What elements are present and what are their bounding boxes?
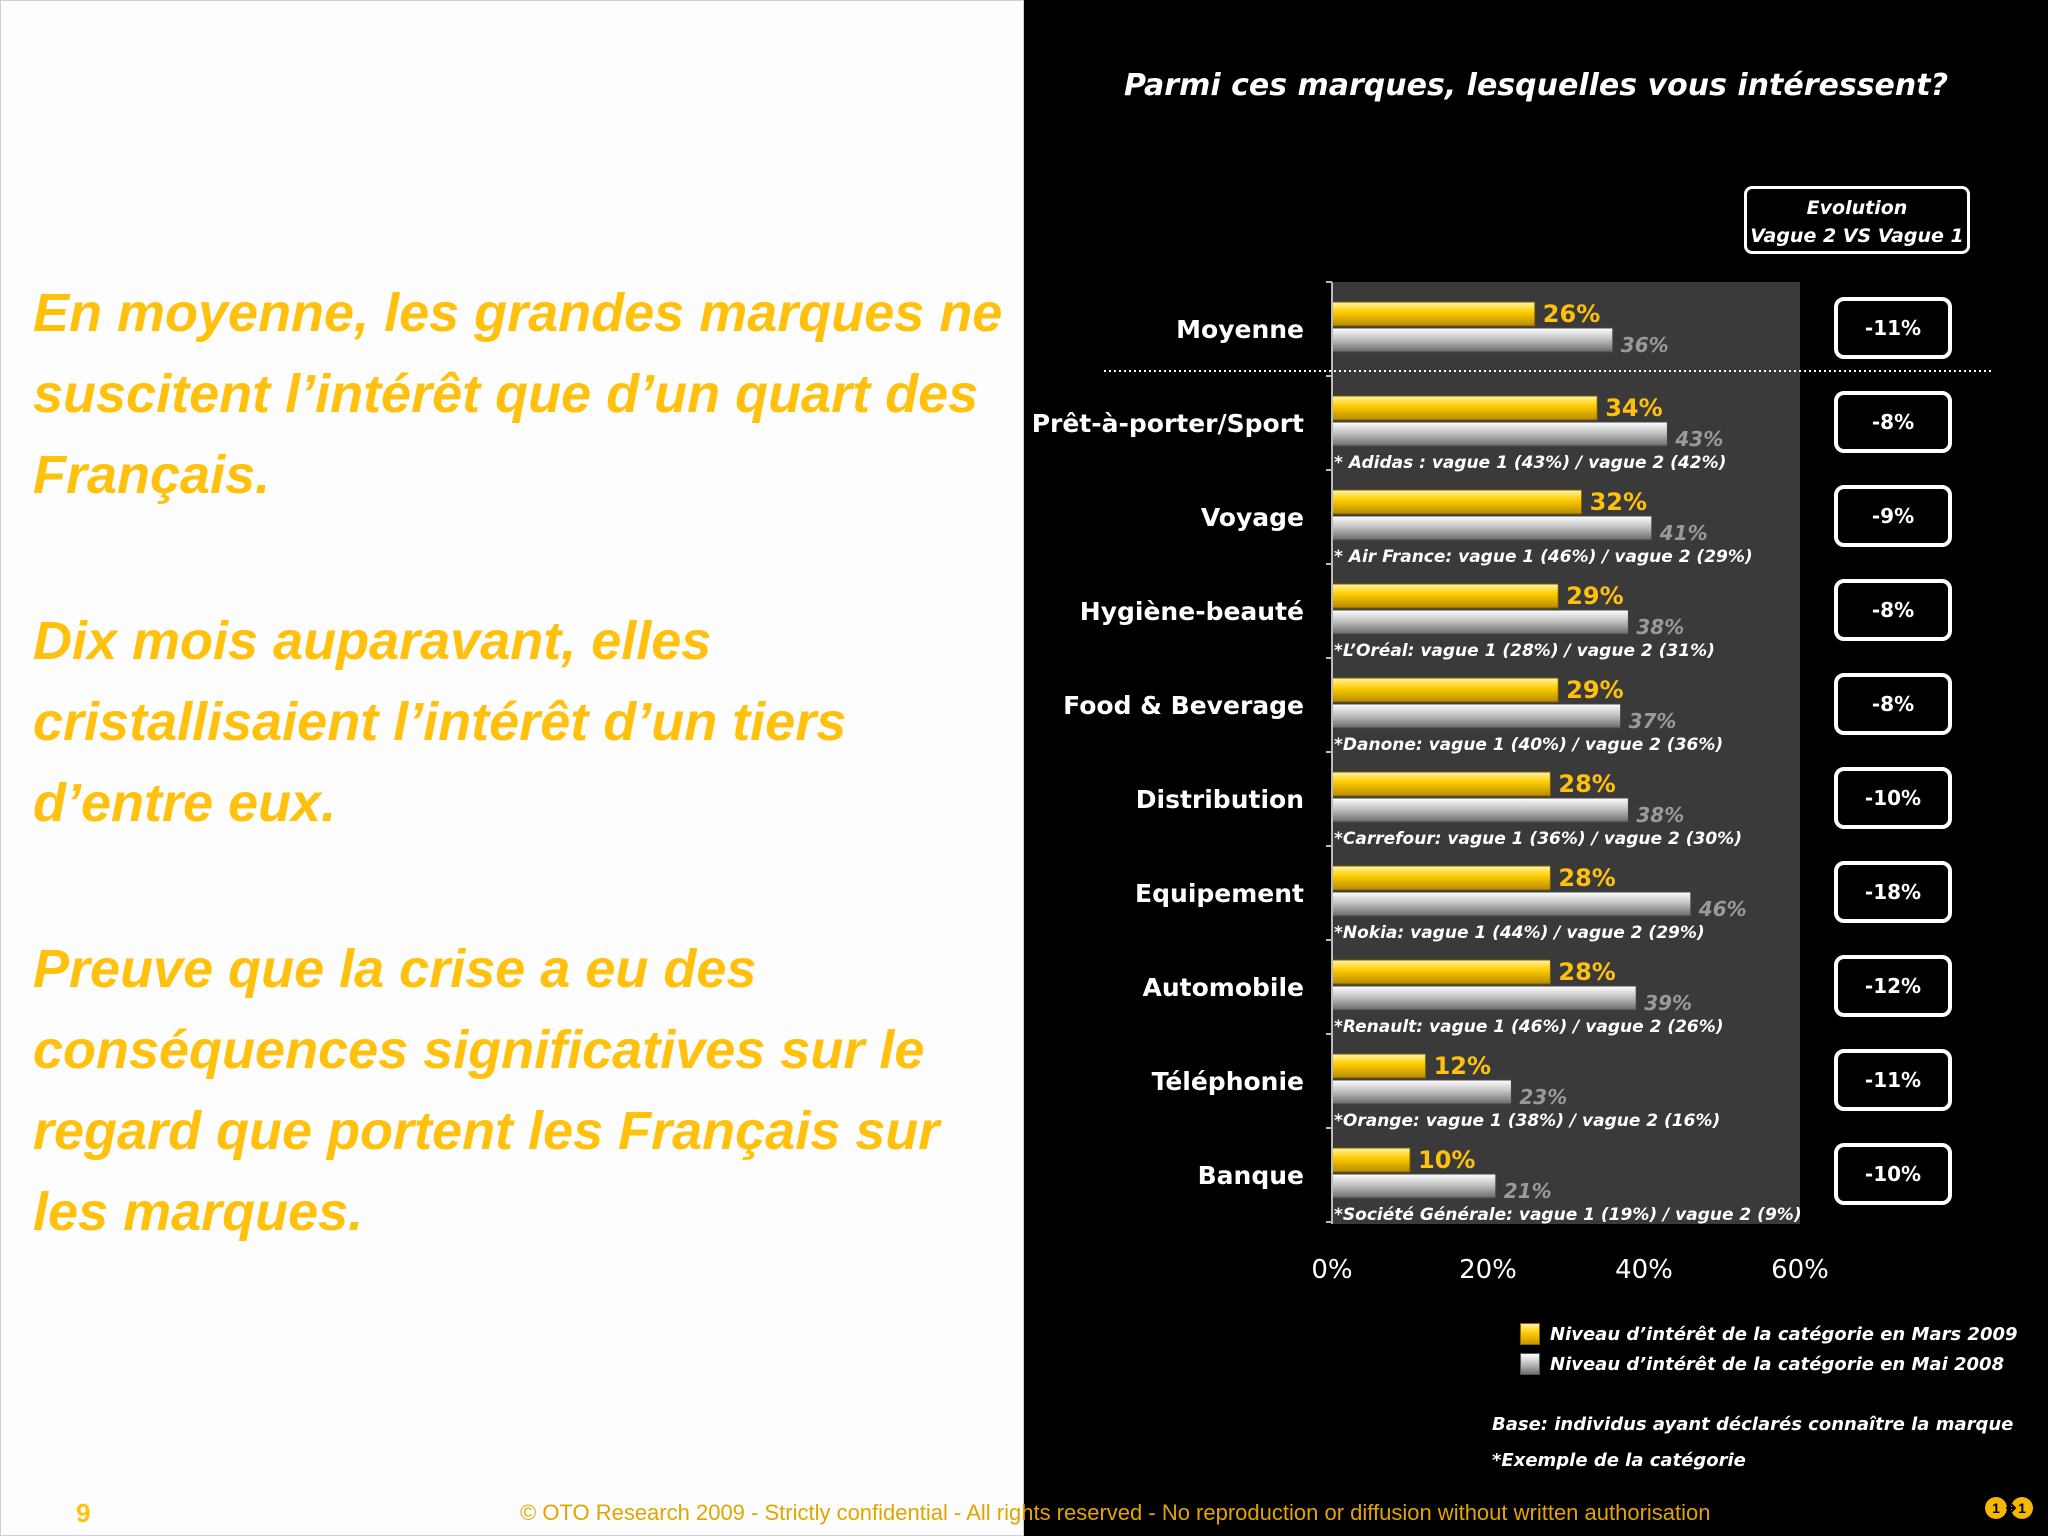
evolution-badge: -10% (1834, 1143, 1952, 1205)
bar-2008 (1331, 609, 1629, 635)
svg-text:1: 1 (2018, 1500, 2026, 1516)
data-label-2008: 38% (1636, 615, 1684, 639)
legend-swatch-2008 (1520, 1353, 1540, 1375)
bar-2009 (1331, 677, 1559, 703)
evolution-badge: -8% (1834, 579, 1952, 641)
legend-swatch-2009 (1520, 1323, 1540, 1345)
category-example-annotation: *Renault: vague 1 (46%) / vague 2 (26%) (1334, 1017, 1724, 1037)
data-label-2009: 26% (1543, 300, 1600, 328)
commentary-paragraph-2: Dix mois auparavant, elles cristallisaie… (33, 611, 847, 833)
bar-2008 (1331, 797, 1629, 823)
bar-2008 (1331, 891, 1692, 917)
category-label: Moyenne (1176, 315, 1304, 344)
data-label-2009: 34% (1605, 394, 1662, 422)
bar-2009 (1331, 301, 1536, 327)
svg-text:1: 1 (1992, 1500, 2000, 1516)
category-label: Téléphonie (1152, 1067, 1304, 1096)
bar-2009 (1331, 489, 1583, 515)
category-label: Automobile (1143, 973, 1305, 1002)
data-label-2009: 28% (1558, 770, 1615, 798)
data-label-2009: 29% (1566, 582, 1623, 610)
category-example-annotation: * Adidas : vague 1 (43%) / vague 2 (42%) (1334, 453, 1726, 473)
bar-2008 (1331, 1079, 1512, 1105)
x-tick-label: 40% (1615, 1255, 1673, 1285)
data-label-2009: 32% (1590, 488, 1647, 516)
bar-2008 (1331, 1173, 1497, 1199)
bar-2009 (1331, 865, 1551, 891)
commentary-paragraph-1: En moyenne, les grandes marques ne susci… (33, 283, 1003, 505)
evolution-header-line1: Evolution (1806, 197, 1908, 219)
data-label-2008: 41% (1659, 521, 1708, 545)
evolution-badge: -9% (1834, 485, 1952, 547)
data-label-2008: 36% (1621, 333, 1669, 357)
x-tick-label: 60% (1771, 1255, 1829, 1285)
data-label-2008: 23% (1519, 1085, 1567, 1109)
data-label-2008: 39% (1644, 991, 1692, 1015)
bar-2008 (1331, 703, 1622, 729)
data-label-2009: 28% (1558, 958, 1615, 986)
category-label: Food & Beverage (1063, 691, 1304, 720)
bar-2009 (1331, 583, 1559, 609)
chart-question: Parmi ces marques, lesquelles vous intér… (1123, 68, 1949, 103)
category-label: Prêt-à-porter/Sport (1032, 409, 1304, 438)
commentary-paragraph-3: Preuve que la crise a eu des conséquence… (33, 939, 940, 1242)
data-label-2008: 46% (1698, 897, 1747, 921)
bar-2008 (1331, 985, 1637, 1011)
evolution-badge: -11% (1834, 1049, 1952, 1111)
category-example-annotation: *Carrefour: vague 1 (36%) / vague 2 (30%… (1334, 829, 1742, 849)
oto-research-logo: 1 1 (1985, 1497, 2033, 1519)
data-label-2009: 12% (1434, 1052, 1491, 1080)
base-note: Base: individus ayant déclarés connaître… (1492, 1414, 2014, 1435)
data-label-2008: 37% (1629, 709, 1677, 733)
bar-2009 (1331, 1053, 1427, 1079)
category-label: Banque (1198, 1161, 1304, 1190)
bar-2009 (1331, 959, 1551, 985)
evolution-badge: -11% (1834, 297, 1952, 359)
data-label-2009: 28% (1558, 864, 1615, 892)
category-label: Distribution (1136, 785, 1304, 814)
bar-2009 (1331, 771, 1551, 797)
evolution-badge: -8% (1834, 391, 1952, 453)
data-label-2008: 21% (1504, 1179, 1552, 1203)
category-example-annotation: *L’Oréal: vague 1 (28%) / vague 2 (31%) (1334, 641, 1715, 661)
category-example-annotation: *Orange: vague 1 (38%) / vague 2 (16%) (1334, 1111, 1720, 1131)
category-example-annotation: *Nokia: vague 1 (44%) / vague 2 (29%) (1334, 923, 1705, 943)
data-label-2008: 38% (1636, 803, 1684, 827)
category-example-annotation: * Air France: vague 1 (46%) / vague 2 (2… (1334, 547, 1753, 567)
bar-2008 (1331, 421, 1668, 447)
category-label: Voyage (1201, 503, 1304, 532)
interest-bar-chart: Moyenne26%36%Prêt-à-porter/Sport34%43%* … (1032, 281, 1992, 1285)
evolution-header: Evolution Vague 2 VS Vague 1 (1744, 186, 1970, 254)
x-tick-label: 20% (1459, 1255, 1517, 1285)
evolution-badge: -18% (1834, 861, 1952, 923)
evolution-header-line2: Vague 2 VS Vague 1 (1750, 225, 1964, 247)
bar-2008 (1331, 327, 1614, 353)
legend-label-2008: Niveau d’intérêt de la catégorie en Mai … (1550, 1353, 2005, 1375)
example-note: *Exemple de la catégorie (1492, 1450, 1746, 1471)
category-label: Hygiène-beauté (1080, 597, 1304, 626)
bar-2008 (1331, 515, 1653, 541)
page-number: 9 (76, 1498, 91, 1528)
category-label: Equipement (1135, 879, 1304, 908)
category-example-annotation: *Société Générale: vague 1 (19%) / vague… (1334, 1205, 1802, 1225)
data-label-2009: 10% (1418, 1146, 1475, 1174)
x-tick-label: 0% (1311, 1255, 1352, 1285)
data-label-2008: 43% (1674, 427, 1723, 451)
evolution-badge: -10% (1834, 767, 1952, 829)
footer-copyright: © OTO Research 2009 - Strictly confident… (520, 1500, 1711, 1525)
commentary-panel: En moyenne, les grandes marques ne susci… (0, 0, 1024, 1536)
data-label-2009: 29% (1566, 676, 1623, 704)
bar-2009 (1331, 1147, 1411, 1173)
legend-item-2009: Niveau d’intérêt de la catégorie en Mars… (1520, 1320, 2018, 1348)
evolution-badge: -8% (1834, 673, 1952, 735)
category-example-annotation: *Danone: vague 1 (40%) / vague 2 (36%) (1334, 735, 1723, 755)
bar-2009 (1331, 395, 1598, 421)
legend-item-2008: Niveau d’intérêt de la catégorie en Mai … (1520, 1350, 2004, 1378)
evolution-badge: -12% (1834, 955, 1952, 1017)
legend-label-2009: Niveau d’intérêt de la catégorie en Mars… (1550, 1323, 2018, 1345)
